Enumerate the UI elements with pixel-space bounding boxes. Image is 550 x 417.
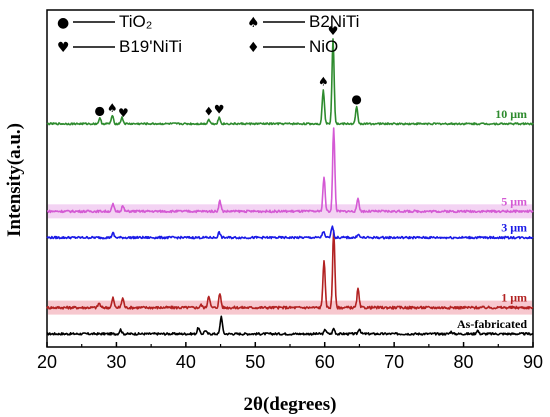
legend-symbol: ● bbox=[57, 15, 69, 31]
peak-marker: ♠ bbox=[318, 75, 329, 89]
peak-marker-layer: ● ♠ ♥ ♦ ♥♠♥● bbox=[95, 24, 362, 120]
x-tick-label: 40 bbox=[176, 352, 196, 372]
peak-marker: ● bbox=[95, 104, 105, 118]
legend-symbol: ♥ bbox=[57, 40, 70, 56]
x-axis: 20 30 40 50 60 70 80 90 bbox=[37, 342, 543, 372]
peak-marker: ● bbox=[351, 92, 361, 106]
series-label: 1 μm bbox=[501, 291, 527, 305]
series-line bbox=[46, 127, 534, 214]
x-tick-label: 20 bbox=[37, 352, 57, 372]
series-layer: As-fabricated 1 μm 3 μm 5 μm 10 μm bbox=[46, 38, 534, 336]
y-axis-title: Intensity(a.u.) bbox=[4, 123, 25, 237]
peak-marker: ♥ bbox=[328, 24, 339, 38]
legend-label: NiO bbox=[309, 37, 338, 56]
series-label: 10 μm bbox=[495, 107, 527, 121]
x-tick-label: 60 bbox=[315, 352, 335, 372]
legend-symbol: ♠ bbox=[247, 15, 260, 31]
x-axis-title: 2θ(degrees) bbox=[244, 394, 337, 415]
x-tick-label: 50 bbox=[245, 352, 265, 372]
x-tick-label: 80 bbox=[454, 352, 474, 372]
series-line bbox=[46, 38, 534, 126]
series-label: As-fabricated bbox=[457, 317, 527, 331]
legend-symbol: ♦ bbox=[247, 40, 260, 56]
legend-label: B19'NiTi bbox=[119, 37, 182, 56]
series-line bbox=[46, 315, 534, 336]
series-line bbox=[46, 229, 534, 310]
series-label: 5 μm bbox=[501, 194, 527, 208]
x-tick-label: 70 bbox=[384, 352, 404, 372]
legend-label: B2NiTi bbox=[309, 12, 359, 31]
legend: ● TiO₂ ♠ B2NiTi♥ B19'NiTi ♦ NiO bbox=[57, 12, 359, 56]
peak-marker: ♠ bbox=[107, 101, 118, 115]
series-line bbox=[46, 225, 534, 240]
x-tick-label: 90 bbox=[523, 352, 543, 372]
series-label: 3 μm bbox=[501, 221, 527, 235]
peak-marker: ♥ bbox=[214, 103, 225, 117]
plot-frame bbox=[46, 9, 534, 348]
legend-label: TiO₂ bbox=[119, 12, 152, 31]
peak-marker: ♦ bbox=[203, 104, 214, 118]
x-tick-label: 30 bbox=[106, 352, 126, 372]
peak-marker: ♥ bbox=[118, 106, 129, 120]
